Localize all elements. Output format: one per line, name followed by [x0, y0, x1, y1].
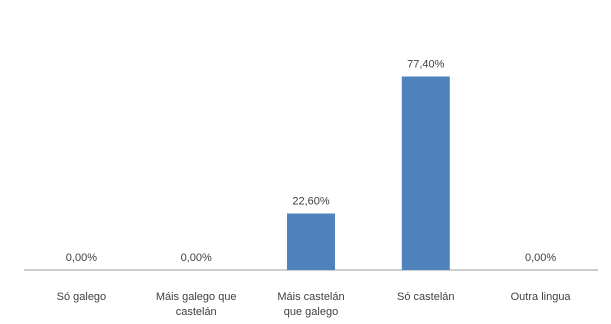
category-label-0-line-0: Só galego [57, 291, 107, 303]
bar-3 [401, 76, 450, 270]
category-label-2-line-0: Máis castelán [277, 291, 344, 303]
data-label-2: 22,60% [292, 196, 330, 208]
category-label-1-line-0: Máis galego que [156, 291, 237, 303]
category-label-4-line-0: Outra lingua [511, 291, 572, 303]
data-labels-group: 0,00% 0,00% 22,60% 77,40% 0,00% [66, 59, 557, 265]
category-label-3-line-0: Só castelán [397, 291, 454, 303]
data-label-4: 0,00% [525, 252, 556, 264]
category-labels-group: Só galego Máis galego que castelán Máis cas… [57, 291, 572, 318]
bars-group [287, 76, 450, 270]
data-label-1: 0,00% [181, 252, 212, 264]
data-label-3: 77,40% [407, 59, 445, 71]
category-label-2-line-1: que galego [284, 306, 338, 318]
category-label-1-line-1: castelán [176, 306, 217, 318]
data-label-0: 0,00% [66, 252, 97, 264]
bar-2 [287, 213, 335, 270]
